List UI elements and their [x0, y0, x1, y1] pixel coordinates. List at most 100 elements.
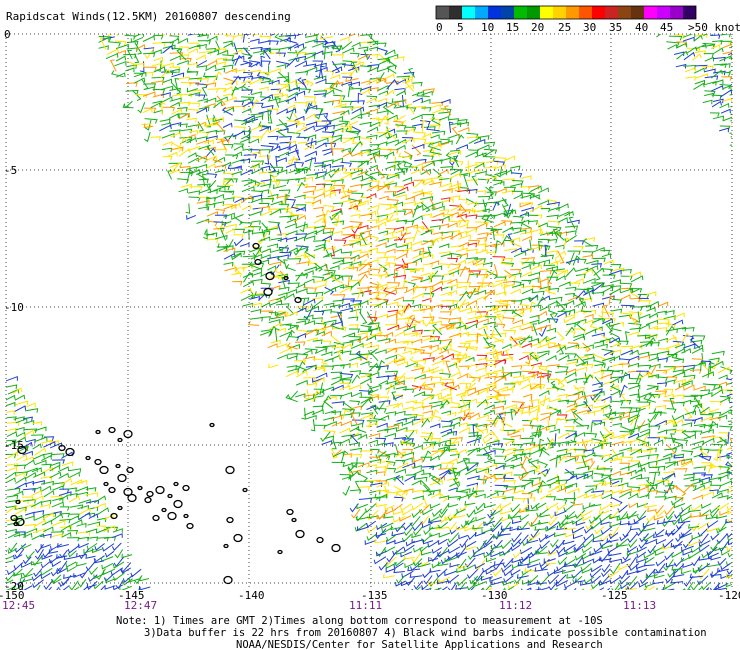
- time-label: 11:12: [499, 599, 532, 612]
- legend-swatch: [579, 6, 592, 19]
- lon-label: -130: [481, 589, 508, 602]
- legend-label: 15: [506, 21, 519, 34]
- map-title: Rapidscat Winds(12.5KM) 20160807 descend…: [6, 10, 291, 23]
- legend-swatch: [605, 6, 618, 19]
- time-labels: 12:45 12:47 11:11 11:12 11:13: [2, 599, 656, 612]
- island: [294, 296, 302, 304]
- island: [252, 242, 260, 250]
- legend-swatch: [618, 6, 631, 19]
- legend-swatch: [501, 6, 514, 19]
- islands: [10, 242, 341, 585]
- lon-label: -135: [361, 589, 388, 602]
- legend-label: >50 knots: [688, 21, 740, 34]
- grid-lines: [5, 33, 733, 590]
- island: [10, 514, 18, 522]
- right-swath: [656, 34, 732, 152]
- island: [108, 486, 116, 494]
- island: [85, 455, 91, 461]
- legend-swatches: [435, 5, 697, 20]
- island: [167, 511, 177, 521]
- legend-label: 30: [583, 21, 596, 34]
- island: [117, 505, 123, 511]
- lat-label: -20: [4, 580, 24, 593]
- time-label: 12:47: [124, 599, 157, 612]
- island: [263, 287, 273, 297]
- legend-label: 0: [436, 21, 443, 34]
- island: [182, 484, 190, 492]
- island: [316, 536, 324, 544]
- island: [99, 465, 109, 475]
- legend-label: 25: [558, 21, 571, 34]
- island: [161, 507, 167, 513]
- island: [108, 426, 116, 434]
- note-line-2: 3)Data buffer is 22 hrs from 20160807 4)…: [144, 627, 707, 639]
- lat-label: -5: [4, 164, 17, 177]
- legend-label: 35: [609, 21, 622, 34]
- legend-label: 40: [635, 21, 648, 34]
- island: [137, 485, 143, 491]
- legend-swatch: [527, 6, 540, 19]
- latitude-labels: 0 -5 -10 -15 -20: [4, 28, 24, 593]
- legend-swatch: [462, 6, 475, 19]
- note-line-3: NOAA/NESDIS/Center for Satellite Applica…: [236, 639, 603, 650]
- island: [123, 487, 133, 497]
- lat-label: -10: [4, 301, 24, 314]
- island: [209, 422, 215, 428]
- island: [126, 466, 134, 474]
- legend-swatch: [488, 6, 501, 19]
- island: [183, 513, 189, 519]
- island: [146, 490, 154, 498]
- island: [144, 496, 152, 504]
- island: [286, 508, 294, 516]
- legend-swatch: [553, 6, 566, 19]
- longitude-labels: -150 -145 -140 -135 -130 -125 -120: [0, 589, 740, 602]
- island: [291, 517, 297, 523]
- legend-swatch: [644, 6, 657, 19]
- island: [223, 575, 233, 585]
- legend-swatch: [475, 6, 488, 19]
- island: [242, 487, 248, 493]
- island: [295, 529, 305, 539]
- island: [223, 543, 229, 549]
- lon-label: -145: [118, 589, 145, 602]
- legend-swatch: [631, 6, 644, 19]
- legend-swatch: [670, 6, 683, 19]
- legend-swatch: [449, 6, 462, 19]
- legend-swatch: [683, 6, 696, 19]
- island: [173, 499, 183, 509]
- island: [331, 543, 341, 553]
- left-swath: [6, 375, 151, 590]
- legend-swatch: [514, 6, 527, 19]
- island: [233, 533, 243, 543]
- legend-swatch: [657, 6, 670, 19]
- island: [277, 549, 283, 555]
- time-label: 11:13: [623, 599, 656, 612]
- island: [110, 512, 118, 520]
- legend-border: [435, 5, 697, 20]
- legend-swatch: [566, 6, 579, 19]
- legend-label: 20: [531, 21, 544, 34]
- lat-label: 0: [4, 28, 11, 41]
- island: [115, 463, 121, 469]
- legend-swatch: [540, 6, 553, 19]
- island: [226, 516, 234, 524]
- legend-label: 10: [481, 21, 494, 34]
- island: [17, 445, 27, 455]
- color-legend: 0 5 10 15 20 25 30 35 40 45 >50 knots: [435, 5, 740, 34]
- legend-swatch: [592, 6, 605, 19]
- island: [65, 447, 75, 457]
- time-label: 12:45: [2, 599, 35, 612]
- lat-label: -15: [4, 439, 24, 452]
- island: [117, 473, 127, 483]
- island: [155, 485, 165, 495]
- island: [283, 275, 289, 281]
- lon-label: -125: [601, 589, 628, 602]
- island: [117, 437, 123, 443]
- lon-label: -120: [718, 589, 740, 602]
- lon-label: -150: [0, 589, 25, 602]
- lon-label: -140: [238, 589, 265, 602]
- time-label: 11:11: [349, 599, 382, 612]
- note-line-1: Note: 1) Times are GMT 2)Times along bot…: [116, 615, 603, 627]
- island: [254, 258, 262, 266]
